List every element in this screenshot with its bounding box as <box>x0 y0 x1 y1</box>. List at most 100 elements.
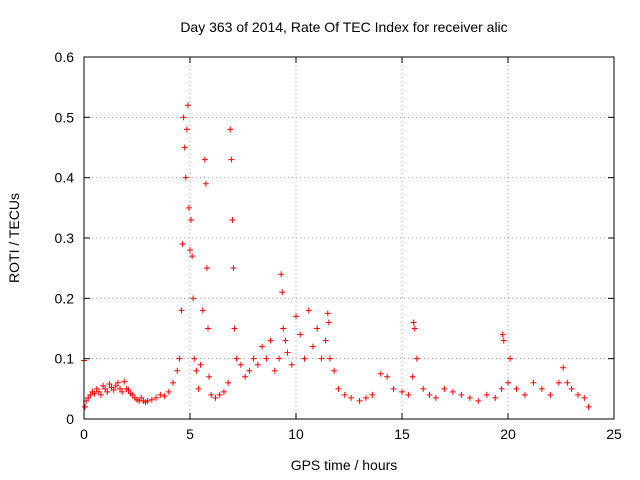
data-point <box>441 385 448 392</box>
data-point <box>547 391 554 398</box>
data-point <box>314 325 321 332</box>
data-point <box>348 394 355 401</box>
data-point <box>82 403 89 410</box>
data-point <box>505 379 511 386</box>
data-point <box>377 370 384 377</box>
data-point <box>499 331 506 338</box>
data-point <box>199 307 206 314</box>
data-point <box>237 361 244 368</box>
data-point <box>426 391 433 398</box>
data-point <box>157 391 164 398</box>
data-point <box>161 393 168 400</box>
data-point <box>384 373 391 380</box>
data-point <box>191 355 198 362</box>
data-point <box>129 391 136 398</box>
data-point <box>202 180 209 187</box>
data-point <box>560 364 567 371</box>
data-point <box>170 379 177 386</box>
data-point <box>581 394 588 401</box>
data-point <box>449 388 456 395</box>
data-point <box>178 307 185 314</box>
data-point <box>492 394 499 401</box>
data-point <box>432 394 439 401</box>
data-point <box>305 307 312 314</box>
data-point <box>564 379 571 386</box>
data-point <box>100 382 107 389</box>
axis-ticks <box>83 56 615 420</box>
data-point <box>189 253 196 260</box>
chart-title: Day 363 of 2014, Rate Of TEC Index for r… <box>180 19 507 35</box>
y-tick-label: 0.3 <box>55 230 75 246</box>
data-point <box>293 313 299 320</box>
data-point <box>335 385 342 392</box>
y-tick-label: 0.4 <box>55 170 75 186</box>
data-point <box>284 349 291 356</box>
data-point <box>197 361 204 368</box>
data-point <box>574 391 581 398</box>
y-tick-label: 0.5 <box>55 109 75 125</box>
x-tick-label: 10 <box>288 426 304 442</box>
y-tick-label: 0.1 <box>55 351 75 367</box>
data-point <box>119 388 126 395</box>
data-point <box>466 394 473 401</box>
data-point <box>411 325 418 332</box>
data-point <box>568 385 575 392</box>
data-point <box>405 391 412 398</box>
x-tick-label: 0 <box>80 426 88 442</box>
data-point <box>106 381 113 388</box>
data-point <box>153 394 160 401</box>
y-axis-title: ROTI / TECUs <box>6 193 22 283</box>
data-point <box>91 390 98 397</box>
data-point <box>121 378 128 385</box>
data-point <box>585 403 592 410</box>
data-point <box>271 367 278 374</box>
data-point <box>184 102 191 109</box>
data-point <box>195 385 202 392</box>
data-point <box>230 265 237 272</box>
data-point <box>301 355 308 362</box>
data-point <box>288 361 295 368</box>
data-point <box>117 385 124 392</box>
data-point <box>410 319 417 326</box>
data-point <box>229 216 236 223</box>
x-tick-label: 15 <box>394 426 410 442</box>
data-point <box>420 385 427 392</box>
data-point <box>93 385 100 392</box>
data-point <box>112 382 119 389</box>
data-point <box>185 204 192 211</box>
data-point <box>182 174 189 181</box>
y-tick-label: 0.6 <box>55 49 75 65</box>
data-point <box>409 373 416 380</box>
data-point <box>513 385 520 392</box>
data-point <box>188 216 195 223</box>
data-point <box>341 391 348 398</box>
data-point <box>148 396 155 403</box>
data-point <box>180 114 187 121</box>
data-point <box>203 265 210 272</box>
data-point <box>104 388 111 395</box>
data-point <box>220 388 227 395</box>
data-point <box>498 385 505 392</box>
x-tick-label: 25 <box>606 426 622 442</box>
data-point <box>110 387 117 394</box>
data-point <box>267 337 274 344</box>
data-point <box>85 394 92 401</box>
data-point <box>521 391 528 398</box>
data-point <box>242 373 249 380</box>
data-point <box>324 310 331 317</box>
data-point <box>206 373 213 380</box>
data-point <box>362 394 369 401</box>
data-point <box>179 241 186 248</box>
data-point <box>322 337 329 344</box>
grid-lines <box>84 57 614 419</box>
data-point <box>475 397 482 404</box>
data-point <box>325 319 332 326</box>
data-point <box>530 379 537 386</box>
data-point <box>507 355 514 362</box>
data-point <box>181 144 188 151</box>
x-tick-label: 20 <box>500 426 516 442</box>
data-point <box>538 385 545 392</box>
data-point <box>555 379 562 386</box>
tick-labels: 0 5 10 15 20 25 0 0.1 0.2 0.3 0.4 0.5 0.6 <box>55 49 622 442</box>
